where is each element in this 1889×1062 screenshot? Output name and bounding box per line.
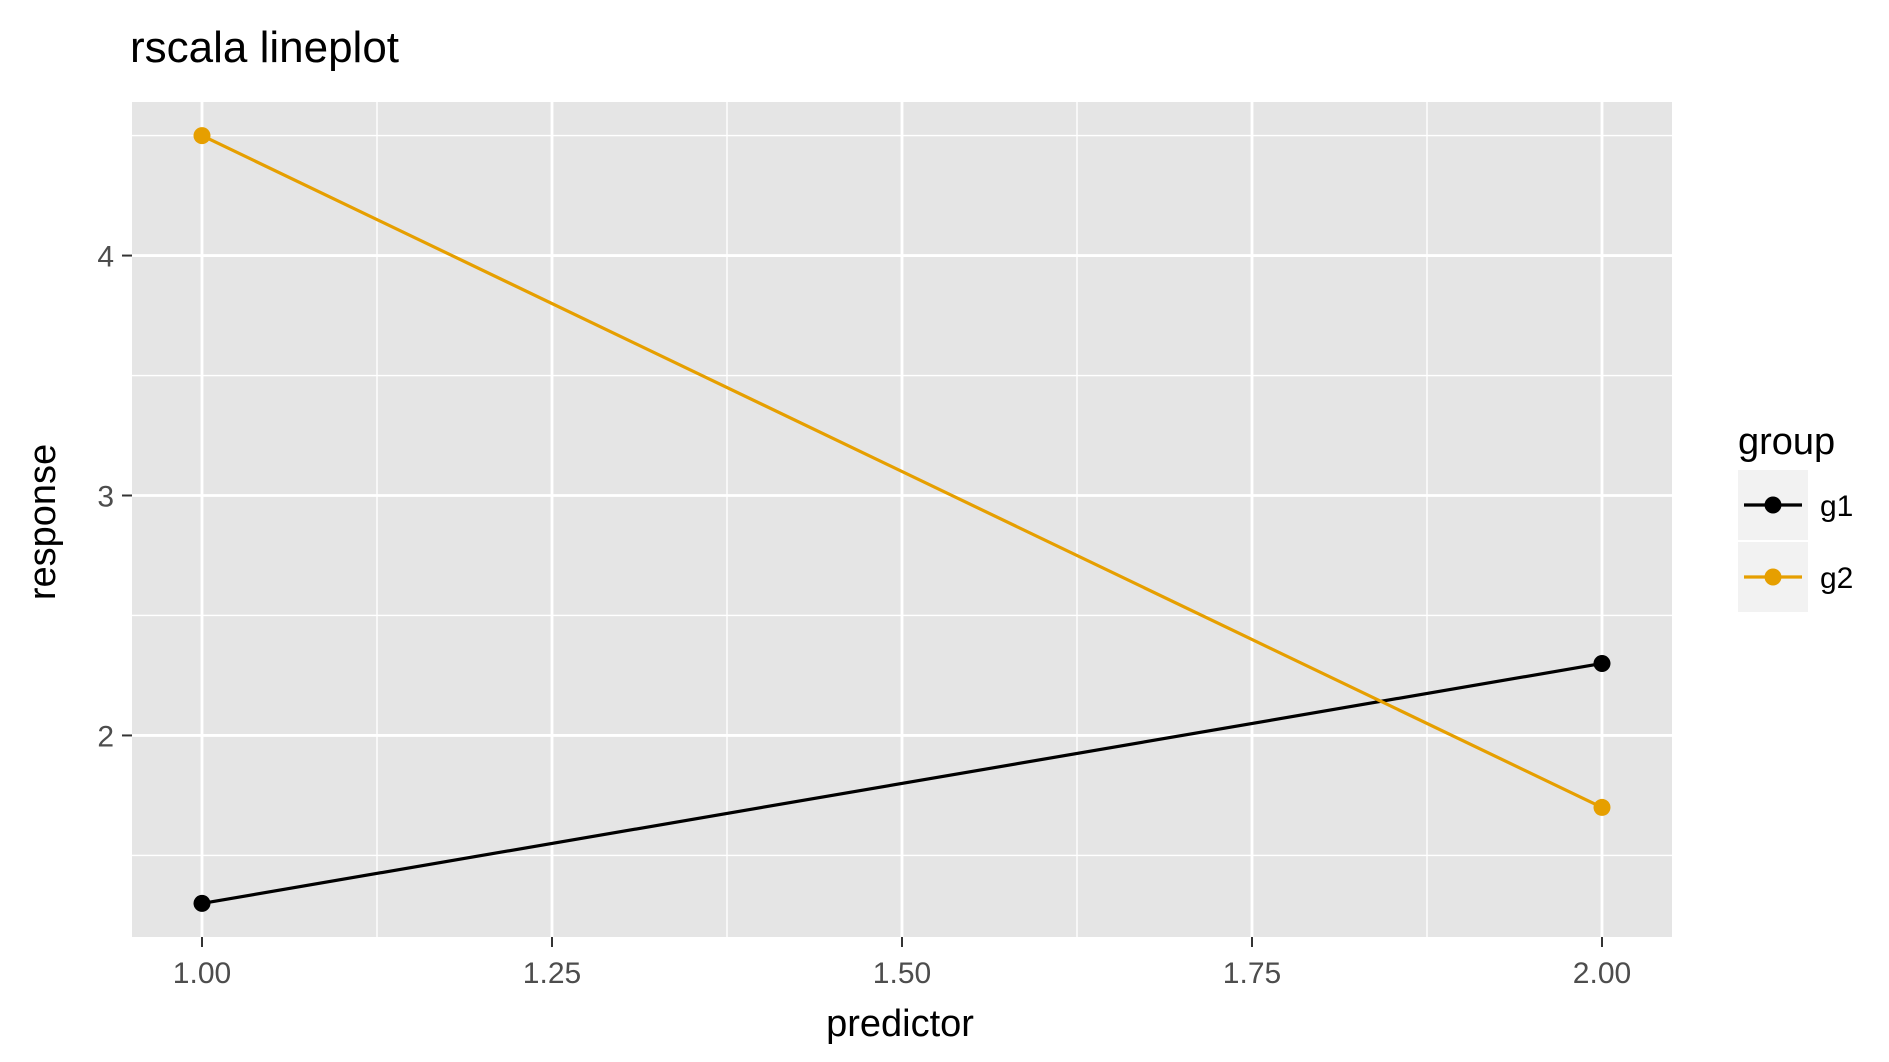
x-axis: 1.00 1.25 1.50 1.75 2.00: [173, 937, 1631, 990]
legend-label-g1: g1: [1820, 490, 1853, 523]
x-tick-label: 1.50: [873, 957, 931, 990]
series-layer: [193, 127, 1611, 912]
data-point-g1: [1593, 654, 1611, 672]
y-tick-label: 3: [97, 481, 114, 514]
x-tick-label: 1.00: [173, 957, 231, 990]
x-tick-label: 2.00: [1573, 957, 1631, 990]
y-tick-label: 2: [97, 720, 114, 753]
x-tick-label: 1.25: [523, 957, 581, 990]
y-axis-title: response: [22, 444, 64, 600]
legend: group g1 g2: [1738, 421, 1853, 612]
data-point-g1: [193, 894, 211, 912]
x-tick-label: 1.75: [1223, 957, 1281, 990]
major-gridlines: [132, 102, 1672, 937]
x-axis-title: predictor: [826, 1003, 974, 1045]
chart-title: rscala lineplot: [130, 23, 399, 72]
y-tick-label: 4: [97, 241, 114, 274]
legend-point-g1: [1764, 496, 1782, 514]
data-point-g2: [193, 127, 211, 145]
series-line-g1: [201, 661, 1603, 905]
legend-point-g2: [1764, 568, 1782, 586]
series-line-g2: [201, 134, 1603, 809]
data-point-g2: [1593, 798, 1611, 816]
legend-title: group: [1738, 421, 1835, 463]
y-axis: 2 3 4: [97, 241, 132, 753]
legend-label-g2: g2: [1820, 562, 1853, 595]
